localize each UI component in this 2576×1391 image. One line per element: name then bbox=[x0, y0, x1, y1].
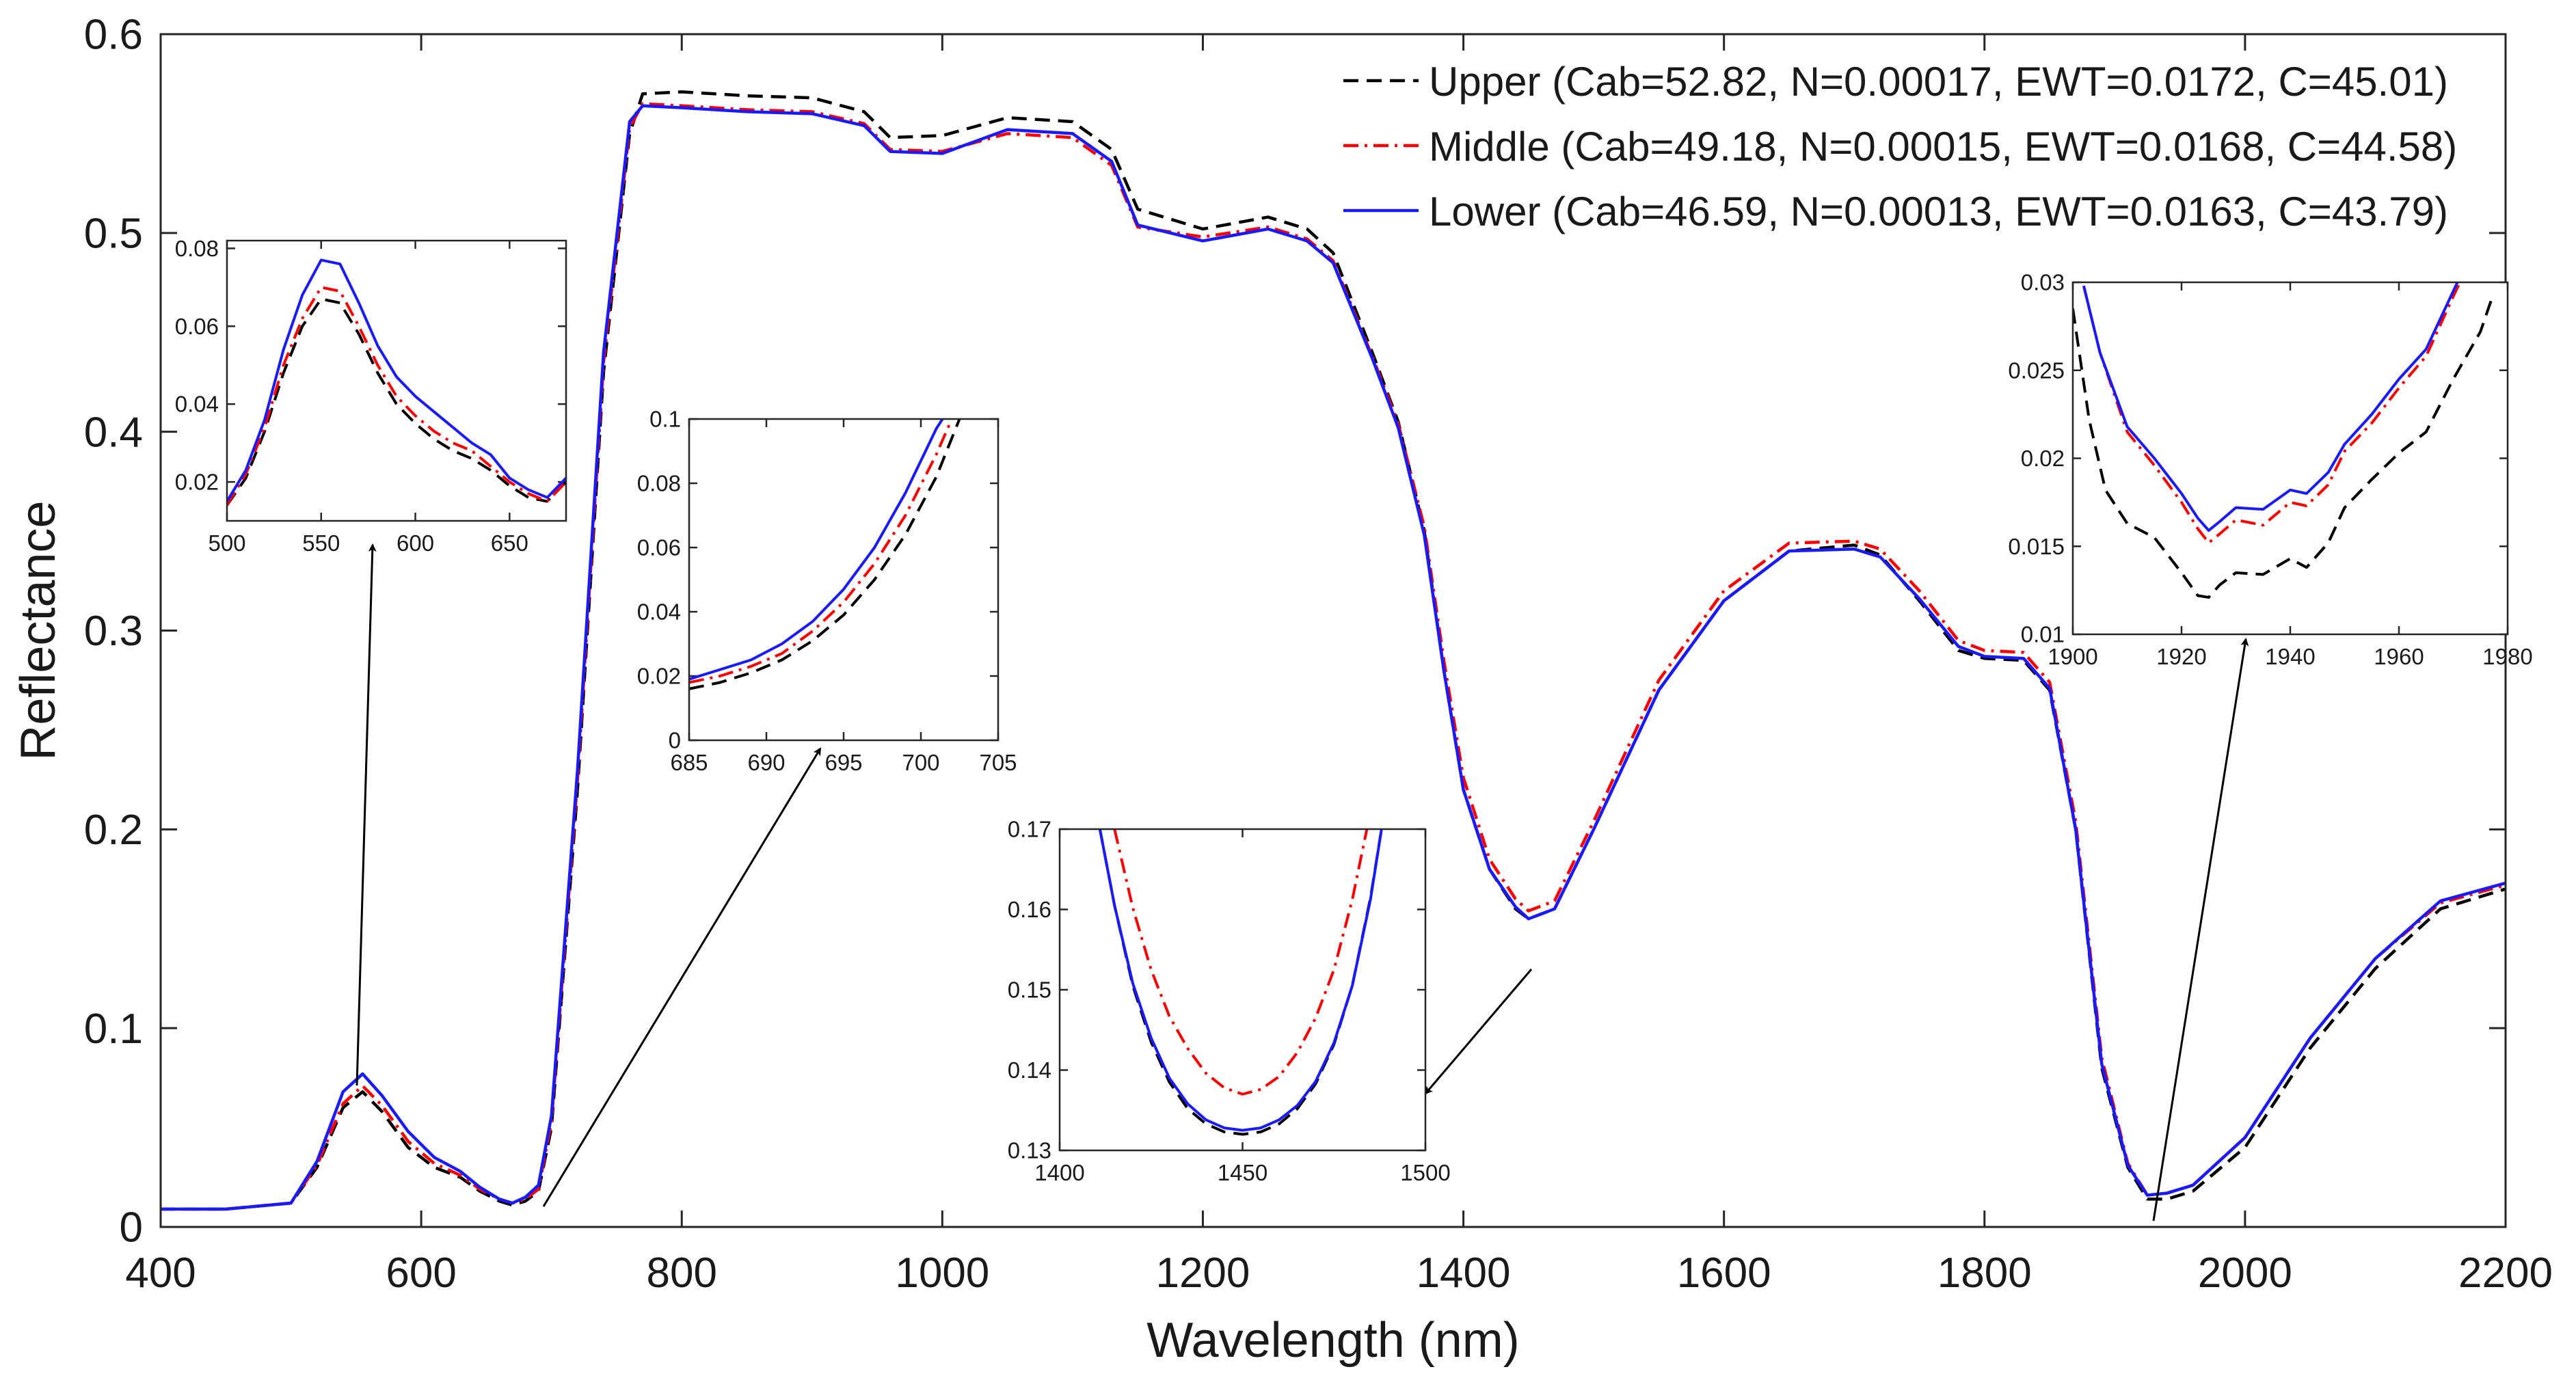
inset-1400-1500-ytick-label: 0.17 bbox=[1008, 817, 1051, 842]
inset-1900-1980-xtick-label: 1940 bbox=[2265, 644, 2315, 669]
inset-500-680-series-upper bbox=[227, 297, 566, 507]
inset-500-680-ytick-label: 0.06 bbox=[175, 314, 219, 339]
inset-1400-1500: 1400 1450 1500 0.13 0.14 0.15 0.16 0.17 bbox=[1008, 817, 1451, 1185]
inset-500-680: 500 550 600 650 0.02 0.04 0.06 0.08 bbox=[175, 236, 567, 556]
legend-entry-0: Upper (Cab=52.82, N=0.00017, EWT=0.0172,… bbox=[1429, 59, 2448, 105]
main-ytick-label: 0.5 bbox=[84, 211, 143, 258]
inset-500-680-ytick-label: 0.02 bbox=[175, 470, 219, 495]
inset-1400-1500-background bbox=[1060, 829, 1425, 1150]
main-xtick-label: 1800 bbox=[1937, 1250, 2032, 1297]
inset-500-680-ytick-label: 0.08 bbox=[175, 236, 219, 261]
main-xtick-label: 400 bbox=[125, 1250, 196, 1297]
main-ytick-label: 0 bbox=[120, 1204, 143, 1252]
inset-1900-1980-ytick-label: 0.025 bbox=[2008, 357, 2065, 383]
main-ytick-label: 0.6 bbox=[84, 12, 143, 59]
inset-1400-1500-xtick-label: 1450 bbox=[1218, 1160, 1267, 1185]
inset-1900-1980-xtick-label: 1920 bbox=[2156, 644, 2206, 669]
inset-500-680-xtick-label: 650 bbox=[491, 530, 528, 556]
inset-685-705-xtick-label: 690 bbox=[747, 750, 785, 775]
main-xtick-label: 1600 bbox=[1677, 1250, 1771, 1297]
inset-685-705-frame bbox=[688, 418, 999, 742]
inset-685-705: 685 690 695 700 705 0 0.02 0.04 0.06 0.08 0.1 bbox=[637, 407, 1017, 775]
inset-1900-1980-xtick-label: 1960 bbox=[2374, 644, 2424, 669]
inset-1400-1500-xtick-label: 1400 bbox=[1034, 1160, 1084, 1185]
inset-500-680-ytick-label: 0.04 bbox=[175, 392, 219, 417]
inset-685-705-ytick-label: 0.08 bbox=[637, 471, 681, 496]
inset-685-705-series bbox=[689, 419, 961, 690]
main-xtick-label: 1200 bbox=[1155, 1250, 1250, 1297]
inset-1900-1980-series-upper bbox=[2073, 299, 2493, 599]
inset-plots: 500 550 600 650 0.02 0.04 0.06 0.08 685 690 695 700… bbox=[175, 236, 2533, 1185]
inset-1400-1500-series bbox=[1098, 829, 1383, 1136]
inset-685-705-ytick-label: 0.02 bbox=[637, 664, 681, 689]
inset-1900-1980-ytick-label: 0.015 bbox=[2008, 534, 2065, 559]
inset-1900-1980-series-middle bbox=[2082, 282, 2462, 545]
inset-1400-1500-xtick-label: 1500 bbox=[1400, 1160, 1450, 1185]
zoom-arrow-2 bbox=[1424, 969, 1533, 1095]
inset-685-705-ytick-label: 0.1 bbox=[649, 407, 681, 432]
main-ytick-label: 0.2 bbox=[84, 807, 143, 854]
inset-685-705-series-lower bbox=[689, 419, 944, 681]
inset-1900-1980-frame bbox=[2071, 281, 2509, 636]
y-axis-label: Reflectance bbox=[11, 500, 66, 760]
inset-1400-1500-frame bbox=[1058, 828, 1427, 1152]
inset-685-705-xtick-label: 700 bbox=[902, 750, 939, 775]
inset-1900-1980-ytick-label: 0.01 bbox=[2021, 622, 2065, 647]
main-series bbox=[161, 90, 2506, 1211]
zoom-arrows bbox=[355, 543, 2249, 1221]
main-xtick-label: 2000 bbox=[2198, 1250, 2292, 1297]
main-xtick-label: 800 bbox=[646, 1250, 716, 1297]
inset-500-680-series-middle bbox=[227, 286, 566, 507]
inset-685-705-ytick-label: 0.06 bbox=[637, 535, 681, 561]
inset-1900-1980: 1900 1920 1940 1960 1980 0.01 0.015 0.02 0.025 0.… bbox=[2008, 270, 2532, 669]
inset-500-680-background bbox=[227, 241, 566, 521]
legend-entry-2: Lower (Cab=46.59, N=0.00013, EWT=0.0163,… bbox=[1429, 189, 2448, 234]
inset-685-705-series-upper bbox=[689, 419, 961, 690]
inset-1900-1980-xtick-label: 1900 bbox=[2048, 644, 2097, 669]
main-xtick-label: 2200 bbox=[2458, 1250, 2553, 1297]
x-axis-label: Wavelength (nm) bbox=[1146, 1313, 1520, 1368]
inset-1900-1980-xtick-label: 1980 bbox=[2482, 644, 2532, 669]
inset-685-705-background bbox=[689, 419, 998, 740]
main-ytick-label: 0.4 bbox=[84, 409, 143, 456]
zoom-arrow-3 bbox=[2152, 638, 2249, 1221]
inset-1400-1500-ytick-label: 0.14 bbox=[1008, 1057, 1051, 1083]
inset-1900-1980-ytick-label: 0.02 bbox=[2021, 446, 2065, 471]
main-xtick-label: 1400 bbox=[1417, 1250, 1511, 1297]
legend-entry-1: Middle (Cab=49.18, N=0.00015, EWT=0.0168… bbox=[1429, 124, 2457, 170]
inset-685-705-ytick-label: 0.04 bbox=[637, 599, 681, 625]
inset-1900-1980-background bbox=[2073, 282, 2508, 634]
inset-500-680-xtick-label: 600 bbox=[397, 530, 434, 556]
main-series-lower bbox=[161, 104, 2506, 1211]
inset-1400-1500-ytick-label: 0.16 bbox=[1008, 897, 1051, 922]
inset-685-705-xtick-label: 705 bbox=[979, 750, 1017, 775]
inset-500-680-series bbox=[227, 258, 566, 507]
inset-500-680-xtick-label: 550 bbox=[302, 530, 340, 556]
inset-500-680-series-lower bbox=[227, 258, 566, 502]
inset-685-705-xtick-label: 695 bbox=[824, 750, 862, 775]
inset-1900-1980-series bbox=[2073, 282, 2493, 599]
inset-1400-1500-ytick-label: 0.15 bbox=[1008, 977, 1051, 1003]
inset-685-705-xtick-label: 685 bbox=[670, 750, 708, 775]
inset-1400-1500-ytick-label: 0.13 bbox=[1008, 1138, 1051, 1163]
zoom-arrow-1 bbox=[542, 747, 822, 1207]
inset-685-705-ytick-label: 0 bbox=[669, 728, 681, 753]
inset-1400-1500-series-middle bbox=[1113, 829, 1369, 1096]
inset-685-705-series-middle bbox=[689, 419, 954, 684]
zoom-arrow-0 bbox=[355, 543, 377, 1086]
inset-500-680-xtick-label: 500 bbox=[208, 530, 245, 556]
inset-1400-1500-series-lower bbox=[1098, 829, 1383, 1132]
inset-1900-1980-series-lower bbox=[2082, 282, 2459, 532]
inset-500-680-frame bbox=[226, 239, 567, 522]
main-xtick-label: 1000 bbox=[895, 1250, 989, 1297]
main-ytick-label: 0.1 bbox=[84, 1005, 143, 1053]
main-ytick-label: 0.3 bbox=[84, 608, 143, 655]
main-xtick-label: 600 bbox=[386, 1250, 456, 1297]
inset-1900-1980-ytick-label: 0.03 bbox=[2021, 270, 2065, 295]
legend: Upper (Cab=52.82, N=0.00017, EWT=0.0172,… bbox=[1343, 59, 2457, 234]
